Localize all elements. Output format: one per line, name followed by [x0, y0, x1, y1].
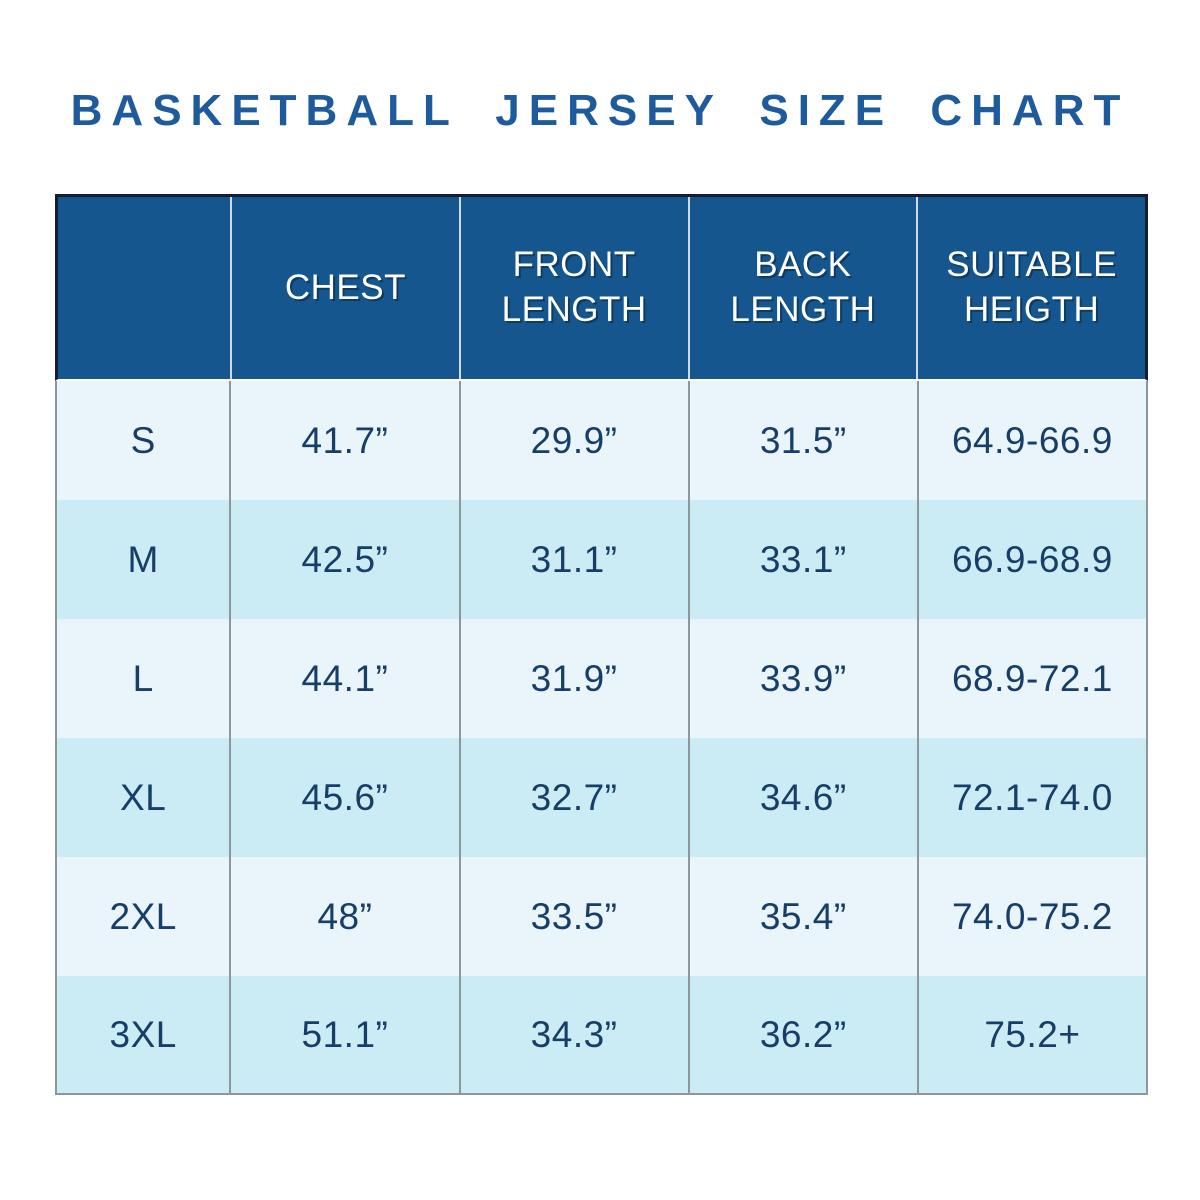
back-length-cell: 34.6”: [687, 738, 917, 858]
column-header-chest: CHEST: [230, 197, 459, 380]
back-length-cell: 33.9”: [687, 619, 917, 739]
size-cell: 3XL: [109, 1013, 177, 1055]
front-length-cell: 33.5”: [458, 857, 688, 977]
front-length-cell: 29.9”: [458, 381, 688, 501]
suitable-height-cell: 72.1-74.0: [916, 738, 1146, 858]
chest-cell: 45.6”: [229, 738, 458, 858]
front-length-cell: 31.1”: [458, 500, 688, 620]
front-length-cell: 34.3”: [458, 976, 688, 1094]
back-length-cell: 35.4”: [687, 857, 917, 977]
front-length-cell: 31.9”: [458, 619, 688, 739]
table-row-xl: XL 45.6” 32.7” 34.6” 72.1-74.0: [55, 738, 1148, 858]
back-length-cell: 36.2”: [687, 976, 917, 1094]
size-cell: 2XL: [109, 895, 177, 937]
table-row-2xl: 2XL 48” 33.5” 35.4” 74.0-75.2: [55, 857, 1148, 977]
column-header-suitable-height: SUITABLE HEIGTH: [916, 197, 1145, 380]
size-cell: XL: [120, 776, 167, 818]
table-header-row: CHEST FRONT LENGTH BACK LENGTH SUITABLE …: [55, 194, 1148, 382]
chest-cell: 42.5”: [229, 500, 458, 620]
size-cell: S: [130, 419, 156, 461]
chest-cell: 51.1”: [229, 976, 458, 1094]
chest-cell: 48”: [229, 857, 458, 977]
chest-cell: 41.7”: [229, 381, 458, 501]
corner-cell: [58, 197, 230, 379]
front-length-cell: 32.7”: [458, 738, 688, 858]
size-cell: L: [132, 657, 154, 699]
table-row-l: L 44.1” 31.9” 33.9” 68.9-72.1: [55, 619, 1148, 739]
suitable-height-cell: 66.9-68.9: [916, 500, 1146, 620]
table-row-3xl: 3XL 51.1” 34.3” 36.2” 75.2+: [55, 976, 1148, 1096]
size-chart-table: CHEST FRONT LENGTH BACK LENGTH SUITABLE …: [55, 194, 1148, 1096]
back-length-cell: 33.1”: [687, 500, 917, 620]
suitable-height-cell: 64.9-66.9: [916, 381, 1146, 501]
table-row-s: S 41.7” 29.9” 31.5” 64.9-66.9: [55, 381, 1148, 501]
back-length-cell: 31.5”: [687, 381, 917, 501]
table-row-m: M 42.5” 31.1” 33.1” 66.9-68.9: [55, 500, 1148, 620]
suitable-height-cell: 74.0-75.2: [916, 857, 1146, 977]
suitable-height-cell: 75.2+: [916, 976, 1146, 1094]
chest-cell: 44.1”: [229, 619, 458, 739]
page-title: BASKETBALL JERSEY SIZE CHART: [70, 86, 1130, 135]
column-header-back-length: BACK LENGTH: [687, 197, 917, 380]
column-header-front-length: FRONT LENGTH: [458, 197, 688, 380]
suitable-height-cell: 68.9-72.1: [916, 619, 1146, 739]
size-cell: M: [127, 538, 159, 580]
